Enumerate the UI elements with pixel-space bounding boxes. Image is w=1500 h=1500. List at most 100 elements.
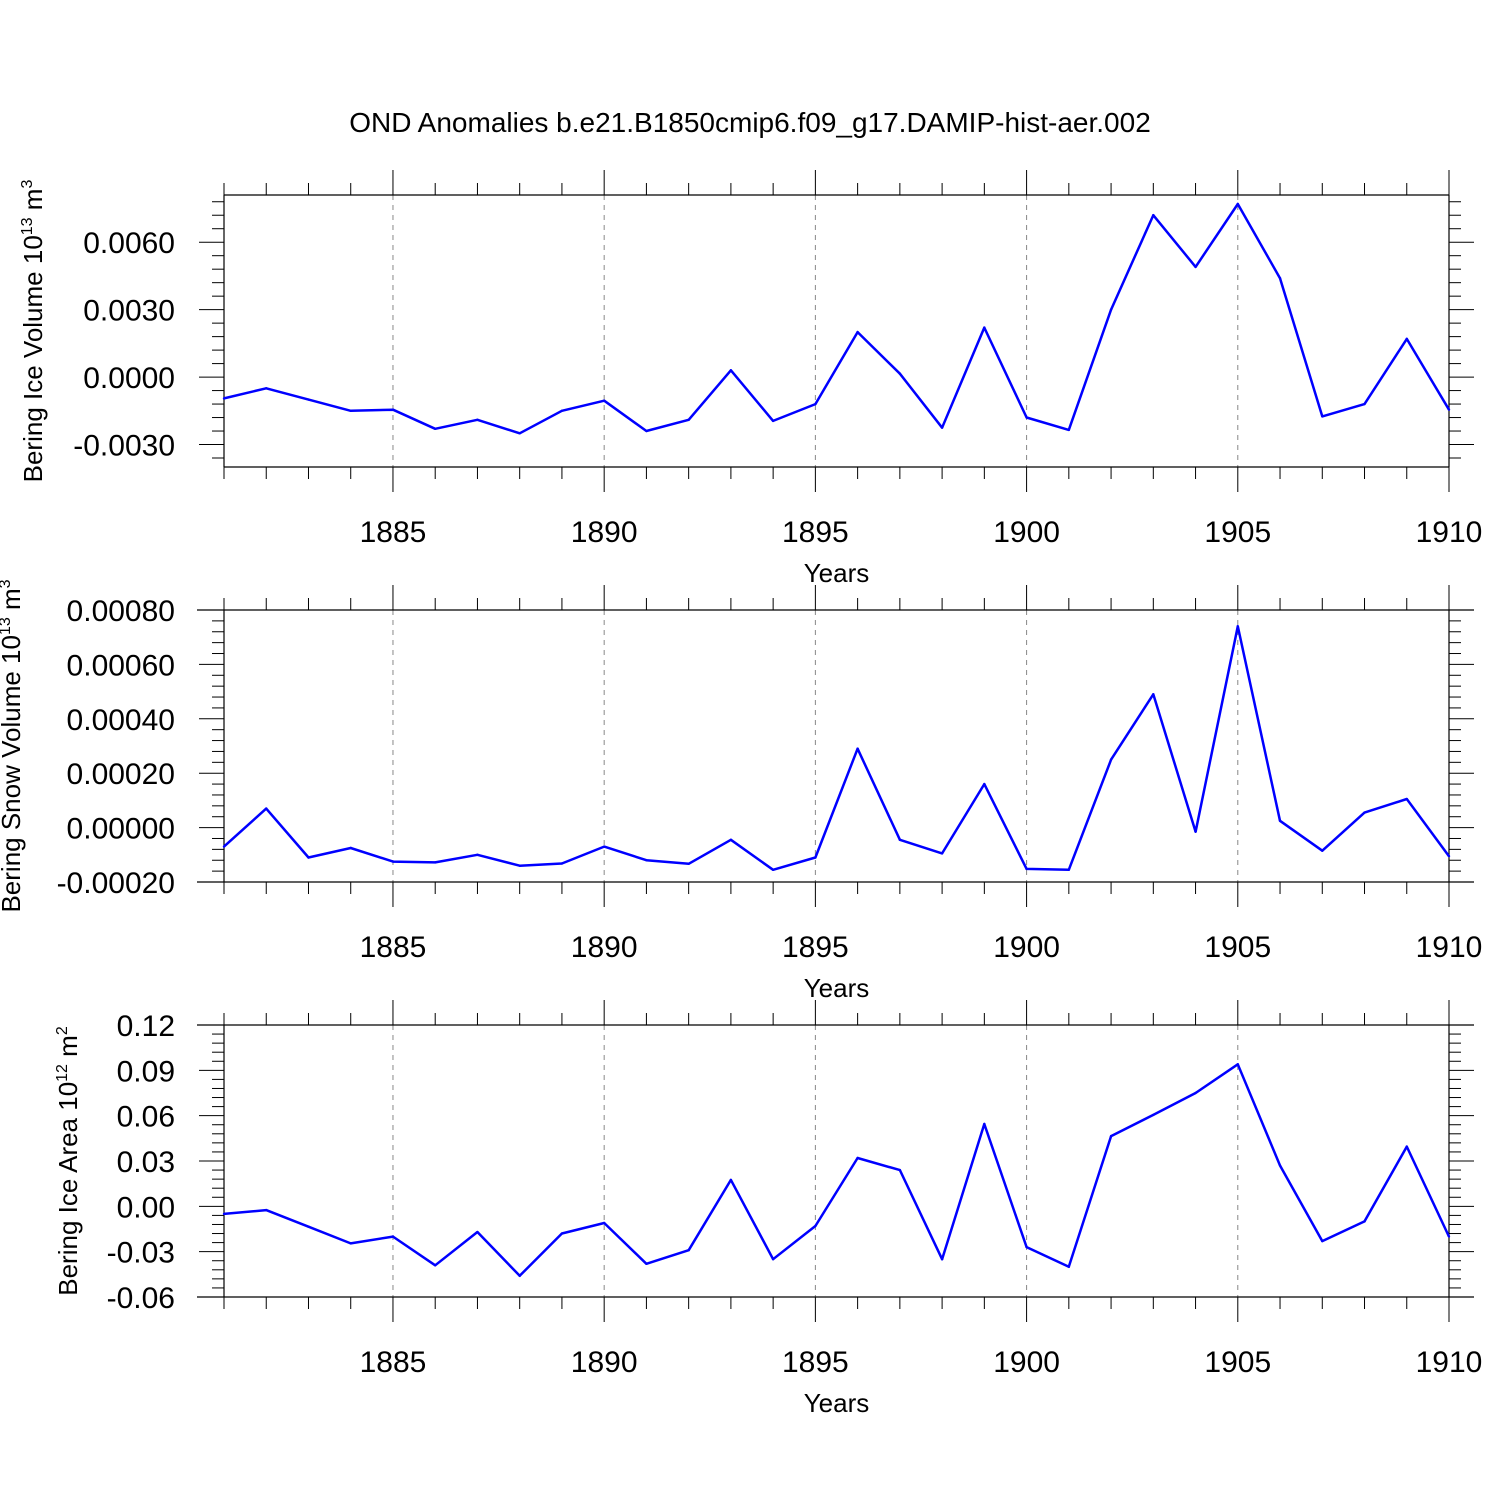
data-point	[898, 372, 902, 375]
data-point	[518, 1274, 521, 1278]
x-tick-label: 1890	[571, 516, 638, 549]
data-point	[560, 1232, 564, 1235]
data-point	[983, 1122, 986, 1126]
data-point	[771, 1258, 775, 1261]
y-axis-label-unit: m	[18, 189, 48, 218]
data-point	[1447, 854, 1451, 858]
data-point	[1152, 693, 1155, 696]
data-point	[434, 1264, 437, 1267]
data-point	[222, 845, 226, 848]
x-tick-label: 1905	[1204, 516, 1271, 549]
x-tick-label: 1910	[1416, 1346, 1483, 1379]
x-tick-label: 1885	[360, 516, 427, 549]
data-point	[1447, 408, 1451, 411]
data-point	[1321, 1239, 1324, 1243]
data-point	[1278, 1164, 1282, 1167]
data-point	[222, 397, 226, 400]
data-point	[1236, 1063, 1239, 1066]
x-tick-label: 1895	[782, 516, 849, 549]
data-point	[1152, 214, 1155, 217]
data-point	[602, 845, 606, 848]
data-point	[940, 1258, 944, 1261]
data-point	[856, 330, 859, 334]
panel-2: -0.00020 0.00000 0.00020 0.00040 0.00060 0.00…	[0, 579, 1482, 1003]
x-tick-label: 1885	[360, 1346, 427, 1379]
panel-3: -0.06 -0.03 0.00 0.03 0.06 0.09 0.12 1885 1890 18…	[53, 1000, 1482, 1418]
data-point	[518, 864, 521, 867]
data-point	[1363, 1220, 1366, 1223]
data-point	[307, 1225, 310, 1228]
data-point	[1109, 758, 1113, 761]
x-tick-label: 1900	[993, 516, 1060, 549]
data-point	[349, 1242, 352, 1245]
data-point	[602, 1221, 606, 1225]
y-axis-label-exponent: 13	[19, 217, 36, 235]
data-point	[1067, 868, 1071, 871]
data-point	[687, 1248, 690, 1252]
data-point	[476, 418, 479, 421]
y-tick-label: -0.0030	[73, 430, 175, 463]
y-axis-label-exponent: 12	[54, 1064, 71, 1082]
data-point	[983, 326, 986, 329]
data-point	[729, 369, 733, 372]
x-tick-label: 1885	[360, 931, 427, 964]
x-tick-label: 1910	[1416, 516, 1483, 549]
data-point	[940, 852, 944, 855]
data-point	[645, 1262, 648, 1265]
y-tick-label: 0.00080	[67, 595, 175, 628]
data-point	[1025, 416, 1028, 419]
data-point	[1363, 811, 1366, 814]
x-tick-label: 1890	[571, 1346, 638, 1379]
y-tick-label: 0.00000	[67, 813, 175, 846]
y-tick-label: 0.0030	[83, 295, 175, 328]
data-point	[391, 1235, 395, 1238]
y-tick-label: 0.0060	[83, 227, 175, 260]
data-point	[1194, 830, 1197, 833]
data-point	[307, 856, 310, 859]
data-point	[1405, 1145, 1408, 1148]
panel-1: -0.0030 0.0000 0.0030 0.0060 1885 1890 1895 190…	[18, 170, 1482, 588]
data-point	[1363, 402, 1366, 406]
y-tick-label: 0.00040	[67, 704, 175, 737]
data-point	[1109, 308, 1113, 311]
data-point	[307, 398, 310, 401]
x-tick-label: 1910	[1416, 931, 1483, 964]
y-tick-label: 0.06	[117, 1101, 175, 1134]
data-point	[729, 1178, 733, 1182]
x-axis-label: Years	[804, 973, 870, 1003]
data-point	[645, 429, 648, 433]
x-tick-label: 1895	[782, 1346, 849, 1379]
x-tick-label: 1890	[571, 931, 638, 964]
data-point	[771, 419, 775, 423]
data-point	[476, 1230, 479, 1234]
data-point	[1194, 265, 1197, 269]
data-point	[983, 782, 986, 786]
x-axis-label: Years	[804, 558, 870, 588]
data-point	[771, 868, 775, 871]
data-point	[349, 846, 352, 850]
data-point	[687, 862, 690, 865]
data-point	[1447, 1235, 1451, 1238]
data-point	[1405, 797, 1408, 801]
data-point	[1405, 337, 1408, 341]
data-point	[560, 862, 564, 865]
y-axis-label-unit: m	[0, 588, 26, 617]
data-point	[434, 861, 437, 864]
data-point	[222, 1212, 226, 1216]
data-point	[476, 853, 479, 856]
y-axis-label-unit-exponent: 3	[19, 180, 36, 189]
data-point	[1321, 415, 1324, 418]
y-tick-label: 0.03	[117, 1146, 175, 1179]
x-axis-label: Years	[804, 1388, 870, 1418]
data-point	[1194, 1091, 1197, 1095]
x-tick-label: 1905	[1204, 931, 1271, 964]
data-point	[1025, 1245, 1028, 1249]
series-line	[223, 202, 1451, 435]
data-point	[1236, 625, 1239, 628]
y-axis-label-unit: m	[53, 1035, 83, 1064]
data-point	[602, 399, 606, 402]
y-axis-label: Bering Ice Area 1012 m2	[53, 1026, 83, 1296]
y-tick-label: -0.00020	[57, 867, 175, 900]
